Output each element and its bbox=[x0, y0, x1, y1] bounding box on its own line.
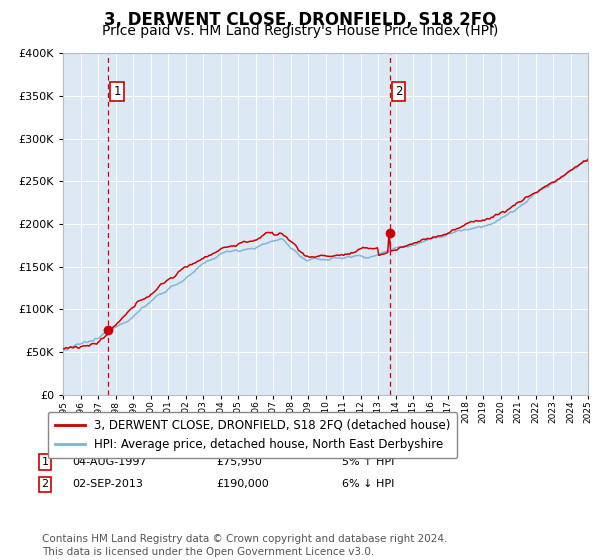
Text: 2: 2 bbox=[41, 479, 49, 489]
Text: 6% ↓ HPI: 6% ↓ HPI bbox=[342, 479, 394, 489]
Text: 02-SEP-2013: 02-SEP-2013 bbox=[72, 479, 143, 489]
Text: £75,950: £75,950 bbox=[216, 457, 262, 467]
Text: 5% ↑ HPI: 5% ↑ HPI bbox=[342, 457, 394, 467]
Text: 3, DERWENT CLOSE, DRONFIELD, S18 2FQ: 3, DERWENT CLOSE, DRONFIELD, S18 2FQ bbox=[104, 11, 496, 29]
Text: Price paid vs. HM Land Registry's House Price Index (HPI): Price paid vs. HM Land Registry's House … bbox=[102, 24, 498, 38]
Text: 1: 1 bbox=[41, 457, 49, 467]
Text: 2: 2 bbox=[395, 85, 403, 98]
Text: 04-AUG-1997: 04-AUG-1997 bbox=[72, 457, 146, 467]
Legend: 3, DERWENT CLOSE, DRONFIELD, S18 2FQ (detached house), HPI: Average price, detac: 3, DERWENT CLOSE, DRONFIELD, S18 2FQ (de… bbox=[48, 412, 457, 458]
Text: Contains HM Land Registry data © Crown copyright and database right 2024.
This d: Contains HM Land Registry data © Crown c… bbox=[42, 534, 448, 557]
Text: £190,000: £190,000 bbox=[216, 479, 269, 489]
Text: 1: 1 bbox=[113, 85, 121, 98]
